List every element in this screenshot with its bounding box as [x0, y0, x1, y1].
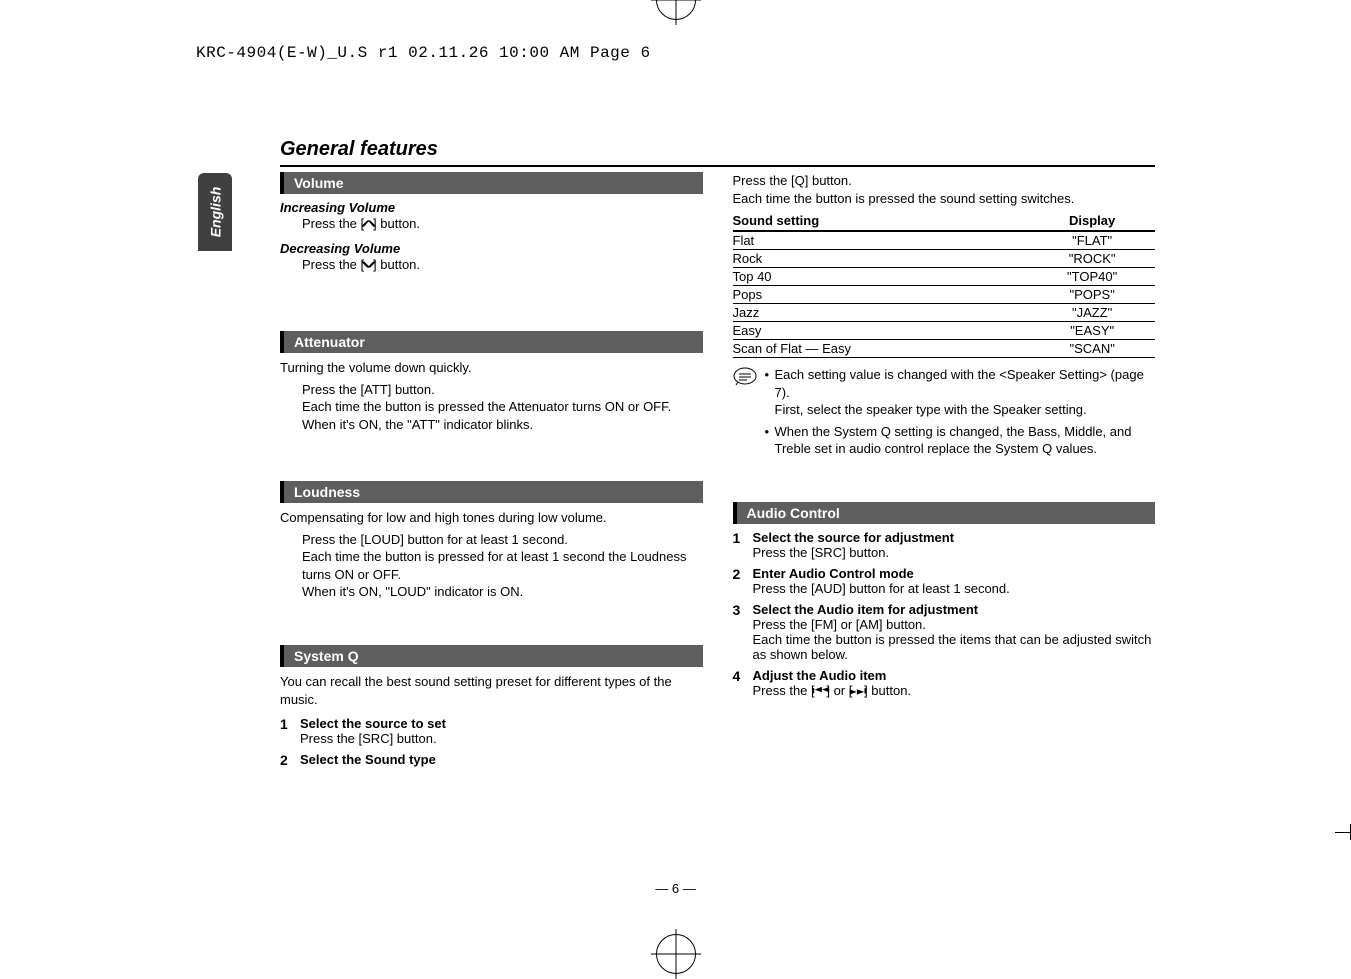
step-text: Press the [⏮] or [⏭] button. — [753, 683, 1156, 699]
crop-tick-right — [1335, 832, 1351, 833]
loudness-lead: Compensating for low and high tones duri… — [280, 509, 703, 527]
attenuator-step: Press the [ATT] button. — [280, 381, 703, 399]
step-number: 1 — [733, 530, 747, 560]
table-row: Flat"FLAT" — [733, 231, 1156, 250]
crop-mark-bottom — [656, 934, 696, 974]
loudness-p2: When it's ON, "LOUD" indicator is ON. — [280, 583, 703, 601]
increasing-volume-label: Increasing Volume — [280, 200, 703, 215]
language-label: English — [207, 187, 223, 238]
step-title: Adjust the Audio item — [753, 668, 1156, 683]
increasing-volume-text: Press the [ᐱ] button. — [280, 215, 703, 233]
table-row: Jazz"JAZZ" — [733, 304, 1156, 322]
volume-header: Volume — [280, 172, 703, 194]
sound-setting-table: Sound setting Display Flat"FLAT" Rock"RO… — [733, 211, 1156, 358]
note-text: When the System Q setting is changed, th… — [765, 423, 1156, 458]
note-list: Each setting value is changed with the <… — [765, 366, 1156, 462]
table-header: Display — [1029, 211, 1155, 231]
step-title: Select the Audio item for adjustment — [753, 602, 1156, 617]
table-row: Rock"ROCK" — [733, 250, 1156, 268]
table-header: Sound setting — [733, 211, 1030, 231]
audio-control-header: Audio Control — [733, 502, 1156, 524]
left-column: Volume Increasing Volume Press the [ᐱ] b… — [280, 172, 703, 794]
right-column: Press the [Q] button. Each time the butt… — [733, 172, 1156, 794]
attenuator-lead: Turning the volume down quickly. — [280, 359, 703, 377]
step-text: Press the [FM] or [AM] button. — [753, 617, 1156, 632]
print-slug: KRC-4904(E-W)_U.S r1 02.11.26 10:00 AM P… — [196, 44, 651, 62]
step-text: Each time the button is pressed the item… — [753, 632, 1156, 662]
loudness-step: Press the [LOUD] button for at least 1 s… — [280, 531, 703, 549]
table-row: Pops"POPS" — [733, 286, 1156, 304]
systemq-header: System Q — [280, 645, 703, 667]
note-icon — [733, 366, 757, 386]
loudness-p1: Each time the button is pressed for at l… — [280, 548, 703, 583]
q-each: Each time the button is pressed the soun… — [733, 190, 1156, 208]
step-number: 3 — [733, 602, 747, 662]
page-title: General features — [280, 138, 1155, 161]
step-title: Select the source to set — [300, 716, 703, 731]
loudness-header: Loudness — [280, 481, 703, 503]
table-row: Top 40"TOP40" — [733, 268, 1156, 286]
prev-track-icon: ⏮ — [811, 683, 830, 699]
step-text: Press the [AUD] button for at least 1 se… — [753, 581, 1156, 596]
step-number: 2 — [733, 566, 747, 596]
step-number: 1 — [280, 716, 294, 746]
decreasing-volume-label: Decreasing Volume — [280, 241, 703, 256]
crop-mark-top — [656, 0, 696, 20]
step-text: Press the [SRC] button. — [300, 731, 703, 746]
systemq-lead: You can recall the best sound setting pr… — [280, 673, 703, 708]
step-title: Enter Audio Control mode — [753, 566, 1156, 581]
attenuator-p2: When it's ON, the "ATT" indicator blinks… — [280, 416, 703, 434]
note-text: Each setting value is changed with the <… — [775, 367, 1144, 400]
page-number: — 6 — — [655, 881, 695, 896]
step-number: 4 — [733, 668, 747, 699]
table-row: Easy"EASY" — [733, 322, 1156, 340]
language-tab: English — [198, 173, 232, 251]
next-track-icon: ⏭ — [849, 683, 868, 699]
step-title: Select the Sound type — [300, 752, 703, 767]
up-icon: ᐱ — [361, 219, 375, 230]
step-number: 2 — [280, 752, 294, 768]
q-press: Press the [Q] button. — [733, 172, 1156, 190]
attenuator-p1: Each time the button is pressed the Atte… — [280, 398, 703, 416]
step-title: Select the source for adjustment — [753, 530, 1156, 545]
table-row: Scan of Flat — Easy"SCAN" — [733, 340, 1156, 358]
title-rule — [280, 165, 1155, 167]
decreasing-volume-text: Press the [ᐯ] button. — [280, 256, 703, 274]
step-text: Press the [SRC] button. — [753, 545, 1156, 560]
attenuator-header: Attenuator — [280, 331, 703, 353]
note-text: First, select the speaker type with the … — [775, 402, 1087, 417]
down-icon: ᐯ — [361, 259, 375, 270]
